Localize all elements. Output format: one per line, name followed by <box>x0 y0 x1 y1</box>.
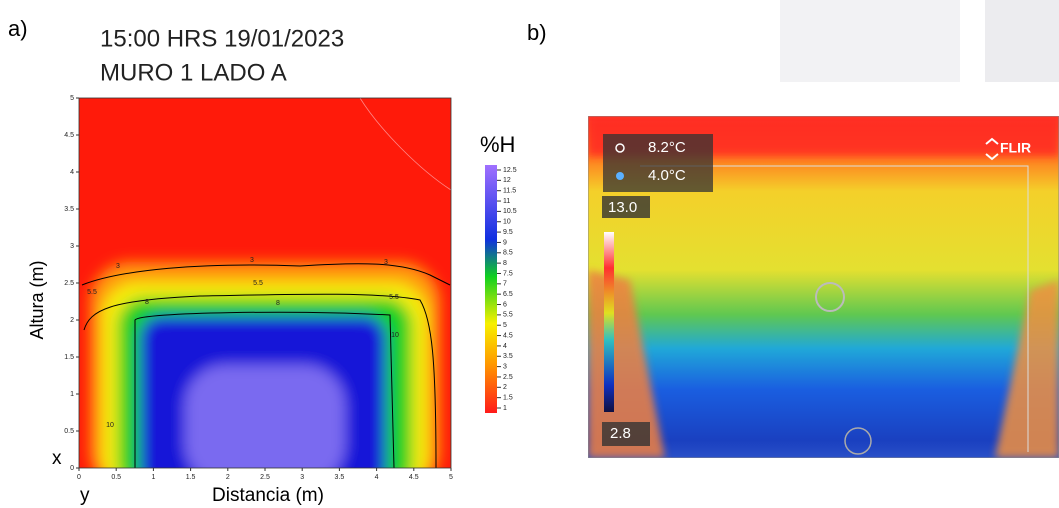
contour-label: 10 <box>106 422 114 429</box>
colorbar-tick-label: 12.5 <box>503 167 517 174</box>
colorbar-tick-label: 2 <box>503 384 507 391</box>
colorbar-tick-label: 2.5 <box>503 374 513 381</box>
x-tick-label: 2.5 <box>260 474 270 481</box>
colorbar-tick-label: 1 <box>503 405 507 412</box>
colorbar-title: %H <box>480 132 515 157</box>
scale-max: 13.0 <box>608 199 637 216</box>
colorbar-tick-label: 10 <box>503 219 511 226</box>
contour-label: 8 <box>145 299 149 306</box>
y-axis-label: Altura (m) <box>27 260 47 339</box>
spot-temp: 8.2°C <box>648 139 686 156</box>
colorbar-tick-label: 6.5 <box>503 291 513 298</box>
colorbar-tick-label: 5 <box>503 322 507 329</box>
x-tick-label: 0.5 <box>111 474 121 481</box>
colorbar-tick-label: 8.5 <box>503 250 513 257</box>
scale-min: 2.8 <box>610 425 631 442</box>
min-temp: 4.0°C <box>648 167 686 184</box>
x-tick-label: 3 <box>300 474 304 481</box>
colorbar-tick-label: 1.5 <box>503 394 513 401</box>
contour-map <box>79 98 451 468</box>
axis-name: y <box>80 485 90 506</box>
colorbar-tick-label: 9 <box>503 239 507 246</box>
contour-label: 5.5 <box>87 289 97 296</box>
colorbar-tick-label: 3.5 <box>503 353 513 360</box>
y-tick-label: 4 <box>70 169 74 176</box>
x-axis-label: Distancia (m) <box>212 485 324 506</box>
colorbar-tick-label: 7 <box>503 281 507 288</box>
bg-block <box>780 0 960 82</box>
y-tick-label: 2 <box>70 317 74 324</box>
y-tick-label: 1.5 <box>64 354 74 361</box>
y-tick-label: 3 <box>70 243 74 250</box>
y-tick-label: 2.5 <box>64 280 74 287</box>
y-tick-label: 0.5 <box>64 428 74 435</box>
colorbar <box>485 165 497 413</box>
panel-label: a) <box>8 16 28 41</box>
title: 15:00 HRS 19/01/2023 <box>100 25 344 52</box>
colorbar-tick-label: 5.5 <box>503 312 513 319</box>
colorbar-tick-label: 11 <box>503 198 510 205</box>
axis-name: x <box>52 448 62 469</box>
bg-block <box>985 0 1059 82</box>
contour-label: 3 <box>384 259 388 266</box>
title: MURO 1 LADO A <box>100 59 287 86</box>
colorbar-tick-label: 8 <box>503 260 507 267</box>
x-tick-label: 4.5 <box>409 474 419 481</box>
brand-logo <box>985 137 999 161</box>
x-tick-label: 5 <box>449 474 453 481</box>
contour-label: 3 <box>250 257 254 264</box>
colorbar-tick-label: 4 <box>503 343 507 350</box>
colorbar-tick-label: 4.5 <box>503 332 513 339</box>
colorbar-tick-label: 9.5 <box>503 229 513 236</box>
brand: FLIR <box>1000 140 1031 156</box>
colorbar-tick-label: 11.5 <box>503 188 516 195</box>
colorbar-tick-label: 10.5 <box>503 208 517 215</box>
x-tick-label: 1.5 <box>186 474 196 481</box>
y-tick-label: 5 <box>70 95 74 102</box>
y-tick-label: 1 <box>70 391 74 398</box>
x-tick-label: 3.5 <box>335 474 345 481</box>
colorbar-tick-label: 6 <box>503 301 507 308</box>
x-tick-label: 0 <box>77 474 81 481</box>
contour-label: 5.5 <box>389 294 399 301</box>
thermal-image <box>588 116 1059 458</box>
y-tick-label: 0 <box>70 465 74 472</box>
y-tick-label: 4.5 <box>64 132 74 139</box>
panel-label: b) <box>527 20 547 45</box>
x-tick-label: 1 <box>151 474 155 481</box>
contour-label: 3 <box>116 263 120 270</box>
x-tick-label: 4 <box>375 474 379 481</box>
contour-label: 10 <box>391 332 399 339</box>
colorbar-tick-label: 12 <box>503 177 511 184</box>
contour-label: 5.5 <box>253 280 263 287</box>
x-tick-label: 2 <box>226 474 230 481</box>
y-tick-label: 3.5 <box>64 206 74 213</box>
colorbar-tick-label: 7.5 <box>503 270 513 277</box>
colorbar-tick-label: 3 <box>503 363 507 370</box>
contour-label: 8 <box>276 300 280 307</box>
